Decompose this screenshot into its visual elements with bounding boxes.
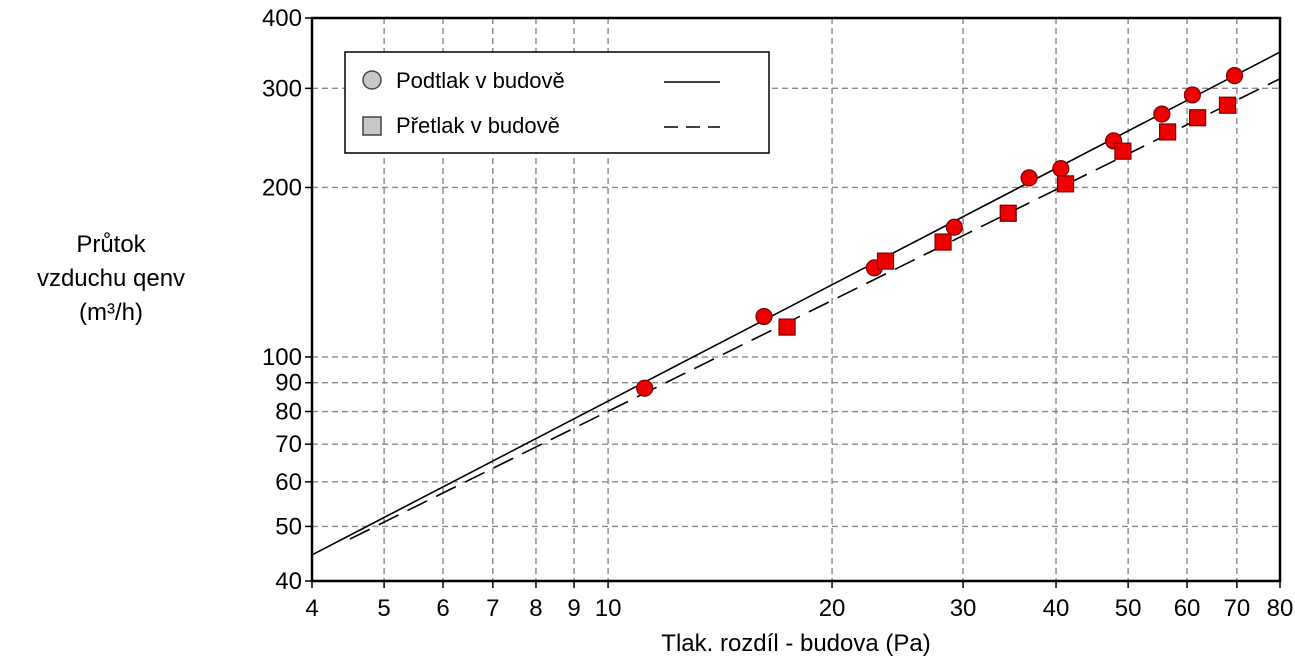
- legend-box: [344, 51, 770, 154]
- data-points: [636, 67, 1244, 397]
- data-point-square: [1189, 109, 1207, 127]
- y-axis-title-line-3: (m³/h): [79, 299, 143, 326]
- legend-marker-square: [362, 116, 382, 136]
- x-tick-label: 80: [1267, 595, 1294, 622]
- data-point-square: [1114, 142, 1132, 160]
- plot-frame: [310, 16, 1282, 583]
- data-point-square: [1218, 96, 1237, 114]
- data-point-square: [1056, 175, 1075, 193]
- data-point-circle: [1020, 169, 1038, 187]
- data-point-square: [934, 233, 952, 251]
- x-axis-title: Tlak. rozdíl - budova (Pa): [661, 630, 930, 657]
- x-tick-label: 50: [1115, 595, 1142, 622]
- legend-label-series-1: Podtlak v budově: [396, 68, 565, 93]
- ticks: 4 5 6 7 8 9 10 20 30 40 50 60 70 80405060708090100200…: [262, 5, 1293, 622]
- y-tick-label: 50: [275, 513, 302, 540]
- data-point-circle: [1052, 160, 1070, 178]
- legend: Podtlak v budově Přetlak v budově: [344, 51, 770, 154]
- y-tick-label: 300: [262, 75, 302, 102]
- data-point-circle: [1225, 67, 1244, 85]
- x-tick-label: 4: [305, 595, 318, 622]
- y-axis-title-line-1: Průtok: [76, 231, 146, 258]
- x-tick-label: 30: [950, 595, 977, 622]
- y-tick-label: 70: [275, 431, 302, 458]
- data-point-circle: [755, 307, 773, 326]
- x-tick-label: 60: [1174, 595, 1201, 622]
- data-point-circle: [636, 379, 654, 397]
- y-tick-label: 40: [275, 568, 302, 595]
- data-point-square: [876, 252, 895, 270]
- data-point-square: [999, 204, 1017, 222]
- data-point-circle: [945, 218, 963, 236]
- legend-marker-circle: [362, 70, 382, 90]
- y-axis-title: Průtok vzduchu qenv (m³/h): [0, 228, 222, 330]
- y-tick-label: 200: [262, 174, 302, 201]
- x-tick-label: 40: [1043, 595, 1070, 622]
- y-tick-label: 60: [275, 469, 302, 496]
- x-tick-label: 7: [486, 595, 499, 622]
- x-tick-label: 9: [567, 595, 580, 622]
- x-tick-label: 6: [436, 595, 449, 622]
- data-point-circle: [1153, 105, 1171, 123]
- data-point-square: [1159, 123, 1177, 141]
- y-tick-label: 90: [275, 370, 302, 397]
- data-point-square: [778, 318, 796, 336]
- y-tick-label: 80: [275, 399, 302, 426]
- x-tick-label: 10: [595, 595, 622, 622]
- data-point-circle: [1183, 86, 1201, 104]
- x-tick-label: 20: [819, 595, 846, 622]
- legend-label-series-2: Přetlak v budově: [396, 113, 560, 138]
- x-tick-label: 70: [1224, 595, 1251, 622]
- x-tick-label: 5: [377, 595, 390, 622]
- y-tick-label: 400: [262, 5, 302, 32]
- x-tick-label: 8: [529, 595, 542, 622]
- y-axis-title-line-2: vzduchu qenv: [36, 265, 186, 292]
- y-tick-label: 100: [262, 344, 302, 371]
